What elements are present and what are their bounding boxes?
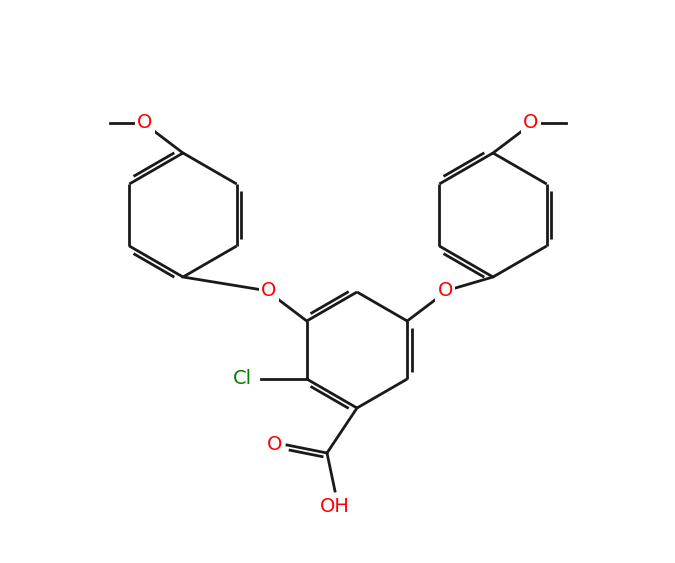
Text: O: O: [267, 436, 282, 454]
Text: OH: OH: [320, 497, 350, 516]
Text: O: O: [523, 114, 539, 132]
Text: O: O: [137, 114, 153, 132]
Text: O: O: [437, 282, 453, 301]
Text: Cl: Cl: [233, 369, 252, 388]
Text: O: O: [261, 282, 277, 301]
